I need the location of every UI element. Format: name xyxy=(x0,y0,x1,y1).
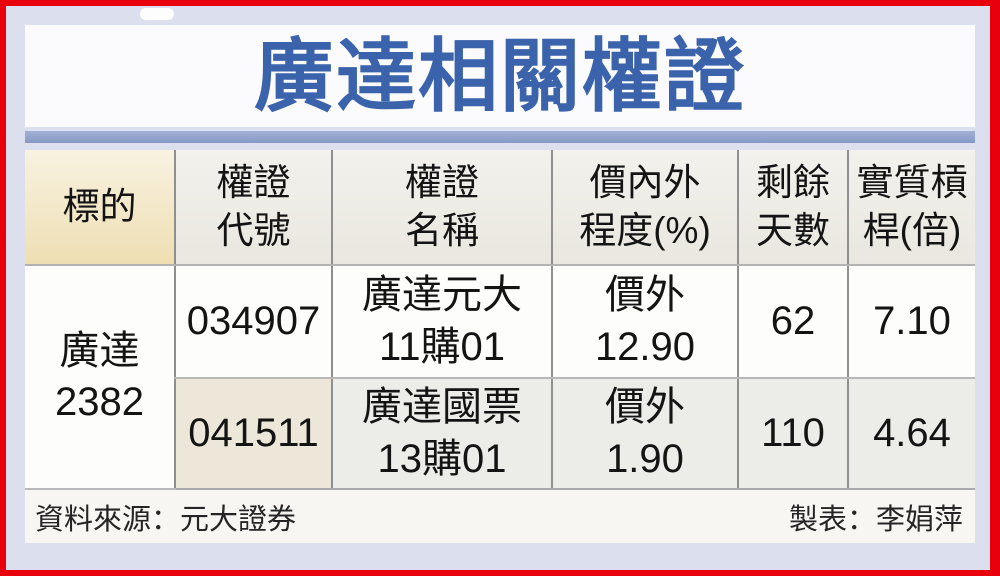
days-left-cell: 110 xyxy=(737,378,848,490)
warrants-table: 標的 權證 代號 權證 名稱 價內外 程度(%) 剩餘 天數 實質槓 桿(倍) … xyxy=(25,150,975,490)
table-row: 041511 廣達國票 13購01 價外 1.90 110 4.64 xyxy=(25,378,975,490)
table-header-row: 標的 權證 代號 權證 名稱 價內外 程度(%) 剩餘 天數 實質槓 桿(倍) xyxy=(25,150,975,266)
table-row: 廣達 2382 034907 廣達元大 11購01 價外 12.90 62 7.… xyxy=(25,265,975,490)
col-header-days-left: 剩餘 天數 xyxy=(737,150,848,266)
warrant-code-cell: 034907 xyxy=(174,265,332,379)
col-header-warrant-name: 權證 名稱 xyxy=(331,150,552,266)
moneyness-cell: 價外 12.90 xyxy=(551,265,738,379)
days-left-cell: 62 xyxy=(737,265,848,379)
col-header-warrant-code: 權證 代號 xyxy=(174,150,332,266)
footer-credit: 製表：李娟萍 xyxy=(788,503,963,536)
warrant-name-cell: 廣達元大 11購01 xyxy=(331,265,552,379)
title-divider-bar xyxy=(25,131,975,143)
col-header-leverage: 實質槓 桿(倍) xyxy=(847,150,975,266)
top-highlight-blob xyxy=(140,8,174,20)
col-header-underlying: 標的 xyxy=(25,150,175,266)
page-title: 廣達相關權證 xyxy=(254,32,746,121)
footer-source: 資料來源：元大證券 xyxy=(35,503,297,536)
underlying-cell: 廣達 2382 xyxy=(25,265,175,490)
moneyness-cell: 價外 1.90 xyxy=(551,378,738,490)
warrant-code-cell: 041511 xyxy=(174,378,332,490)
leverage-cell: 4.64 xyxy=(847,378,975,490)
col-header-moneyness: 價內外 程度(%) xyxy=(551,150,738,266)
leverage-cell: 7.10 xyxy=(847,265,975,379)
footer-band: 資料來源：元大證券 製表：李娟萍 xyxy=(25,490,975,543)
warrant-name-cell: 廣達國票 13購01 xyxy=(331,378,552,490)
title-band: 廣達相關權證 xyxy=(25,25,975,127)
